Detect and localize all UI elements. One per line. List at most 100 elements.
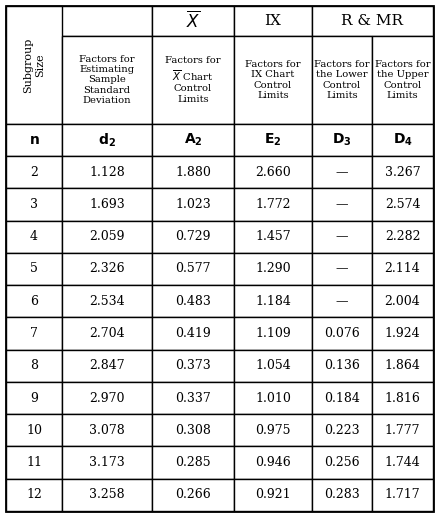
- Bar: [6, 414, 62, 447]
- Bar: [311, 221, 371, 253]
- Bar: [152, 124, 233, 156]
- Bar: [152, 479, 233, 511]
- Text: $\mathbf{D_3}$: $\mathbf{D_3}$: [332, 132, 351, 148]
- Text: IX: IX: [264, 14, 281, 28]
- Bar: [233, 253, 311, 285]
- Text: 2.534: 2.534: [89, 295, 124, 308]
- Bar: [233, 382, 311, 414]
- Bar: [62, 414, 152, 447]
- Text: 4: 4: [30, 230, 38, 243]
- Text: —: —: [335, 263, 347, 276]
- Text: R & MR: R & MR: [341, 14, 403, 28]
- Bar: [371, 188, 432, 221]
- Text: 0.373: 0.373: [175, 359, 210, 372]
- Bar: [371, 479, 432, 511]
- Bar: [6, 253, 62, 285]
- Text: 0.283: 0.283: [323, 489, 359, 501]
- Text: 6: 6: [30, 295, 38, 308]
- Text: 0.729: 0.729: [175, 230, 210, 243]
- Text: $\overline{X}$: $\overline{X}$: [185, 10, 200, 32]
- Text: 1.777: 1.777: [384, 424, 419, 437]
- Text: 0.223: 0.223: [323, 424, 359, 437]
- Bar: [62, 382, 152, 414]
- Bar: [311, 414, 371, 447]
- Bar: [233, 349, 311, 382]
- Bar: [152, 36, 233, 124]
- Text: 3.078: 3.078: [89, 424, 124, 437]
- Bar: [233, 156, 311, 188]
- Text: —: —: [335, 165, 347, 179]
- Bar: [6, 6, 152, 36]
- Text: $\mathbf{D_4}$: $\mathbf{D_4}$: [392, 132, 412, 148]
- Bar: [62, 188, 152, 221]
- Bar: [6, 349, 62, 382]
- Bar: [371, 156, 432, 188]
- Bar: [371, 285, 432, 317]
- Text: 2.059: 2.059: [89, 230, 124, 243]
- Text: 2.847: 2.847: [89, 359, 124, 372]
- Bar: [152, 349, 233, 382]
- Text: 2.004: 2.004: [384, 295, 420, 308]
- Text: 0.483: 0.483: [175, 295, 210, 308]
- Bar: [311, 317, 371, 349]
- Text: 3.258: 3.258: [89, 489, 124, 501]
- Bar: [152, 221, 233, 253]
- Bar: [6, 285, 62, 317]
- Text: 7: 7: [30, 327, 38, 340]
- Text: Subgroup
Size: Subgroup Size: [23, 37, 45, 93]
- Bar: [6, 479, 62, 511]
- Bar: [62, 36, 152, 124]
- Text: 9: 9: [30, 391, 38, 404]
- Text: 1.924: 1.924: [384, 327, 419, 340]
- Bar: [371, 382, 432, 414]
- Bar: [311, 479, 371, 511]
- Text: 5: 5: [30, 263, 38, 276]
- Text: 8: 8: [30, 359, 38, 372]
- Bar: [152, 188, 233, 221]
- Text: 1.457: 1.457: [254, 230, 290, 243]
- Bar: [233, 317, 311, 349]
- Bar: [62, 479, 152, 511]
- Bar: [62, 349, 152, 382]
- Bar: [6, 124, 62, 156]
- Bar: [152, 156, 233, 188]
- Text: 1.184: 1.184: [254, 295, 290, 308]
- Text: 1.864: 1.864: [384, 359, 420, 372]
- Text: 2.574: 2.574: [384, 198, 419, 211]
- Bar: [6, 382, 62, 414]
- Bar: [152, 6, 233, 36]
- Bar: [371, 253, 432, 285]
- Text: Factors for
$\overline{X}$ Chart
Control
Limits: Factors for $\overline{X}$ Chart Control…: [165, 56, 220, 103]
- Bar: [62, 447, 152, 479]
- Bar: [62, 253, 152, 285]
- Bar: [6, 6, 62, 124]
- Bar: [6, 156, 62, 188]
- Text: 1.054: 1.054: [254, 359, 290, 372]
- Text: Factors for
IX Chart
Control
Limits: Factors for IX Chart Control Limits: [245, 60, 300, 100]
- Bar: [311, 285, 371, 317]
- Text: 3.267: 3.267: [384, 165, 419, 179]
- Bar: [62, 124, 152, 156]
- Text: 0.975: 0.975: [254, 424, 290, 437]
- Bar: [311, 349, 371, 382]
- Text: 1.693: 1.693: [89, 198, 124, 211]
- Bar: [62, 317, 152, 349]
- Text: —: —: [335, 230, 347, 243]
- Bar: [6, 447, 62, 479]
- Text: 0.946: 0.946: [254, 456, 290, 469]
- Text: 0.337: 0.337: [175, 391, 210, 404]
- Text: $\mathbf{E_2}$: $\mathbf{E_2}$: [264, 132, 281, 148]
- Bar: [62, 221, 152, 253]
- Text: 1.717: 1.717: [384, 489, 419, 501]
- Text: 2: 2: [30, 165, 38, 179]
- Bar: [233, 6, 311, 36]
- Text: 2.326: 2.326: [89, 263, 124, 276]
- Text: 3: 3: [30, 198, 38, 211]
- Bar: [233, 124, 311, 156]
- Text: 3.173: 3.173: [89, 456, 124, 469]
- Text: 0.308: 0.308: [175, 424, 210, 437]
- Text: 1.023: 1.023: [175, 198, 210, 211]
- Bar: [6, 317, 62, 349]
- Text: 1.128: 1.128: [89, 165, 124, 179]
- Bar: [152, 253, 233, 285]
